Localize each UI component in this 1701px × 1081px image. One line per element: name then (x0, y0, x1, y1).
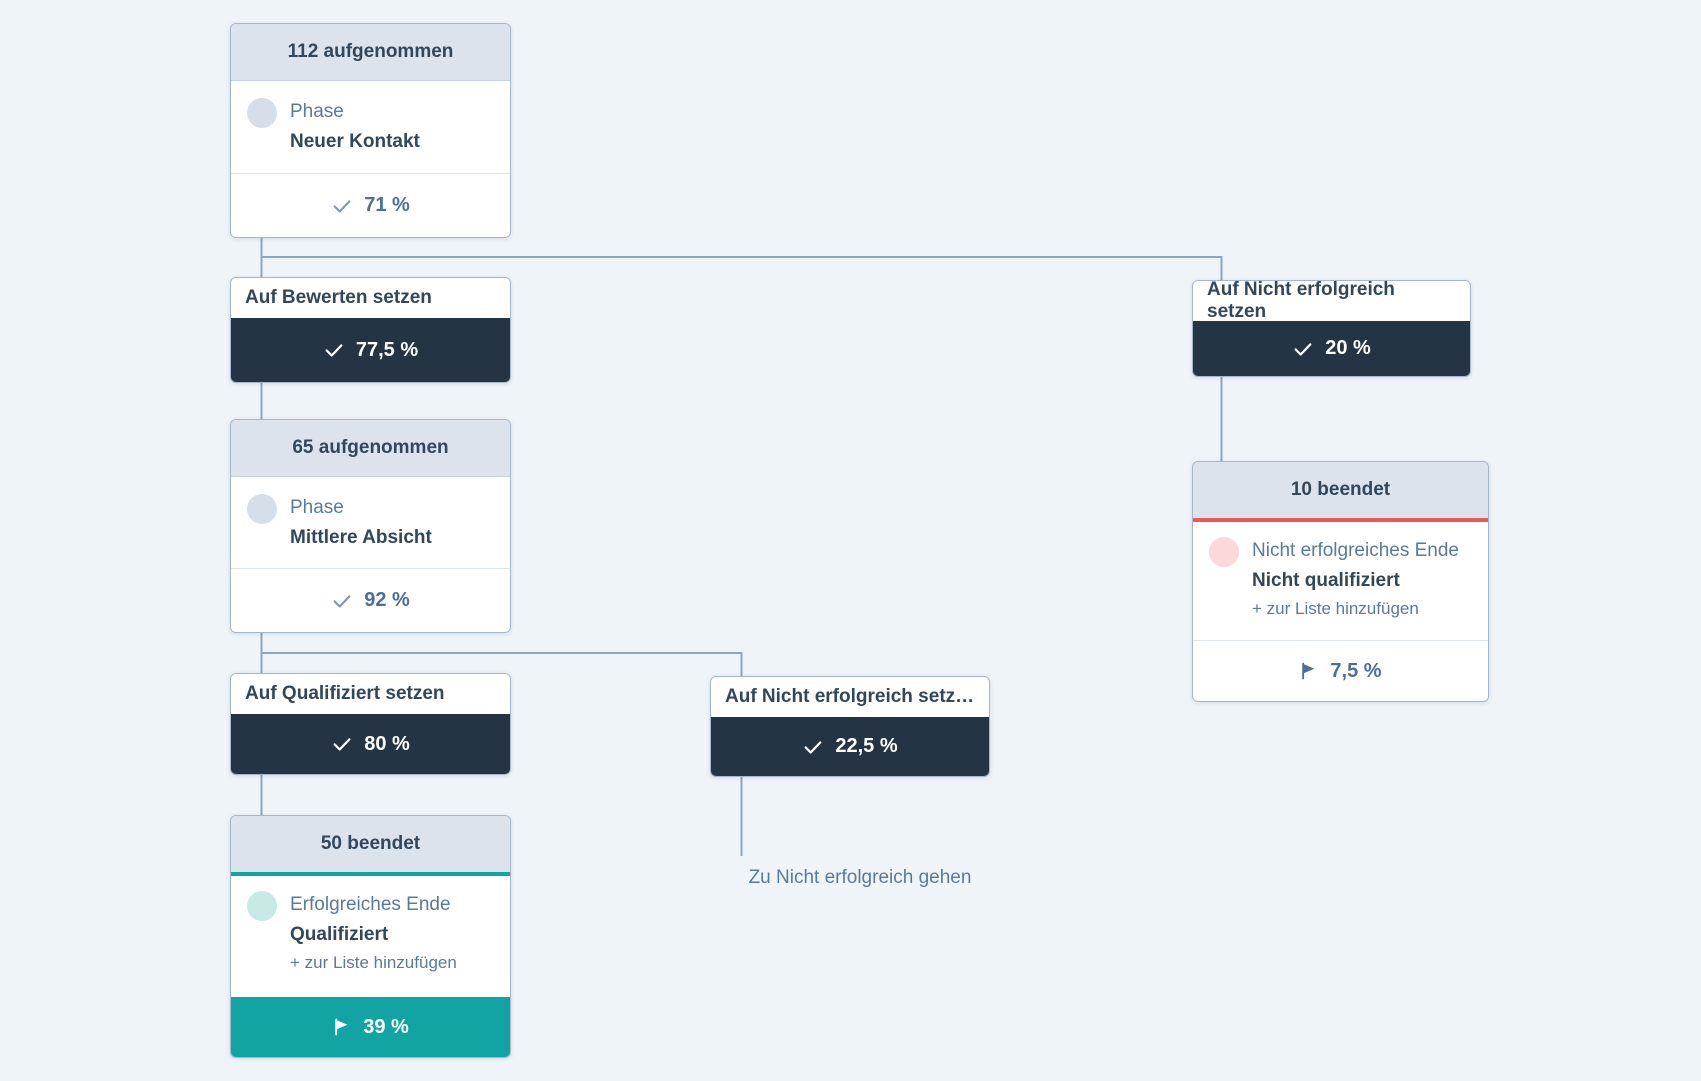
stat-value: 22,5 % (835, 735, 898, 757)
conversion-footer: 20 % (1193, 321, 1470, 376)
action-card-qualifiziert[interactable]: Auf Qualifiziert setzen 80 % (230, 673, 511, 775)
conversion-footer: 80 % (231, 714, 510, 774)
node-type-label: Phase (290, 101, 344, 122)
conversion-footer: 71 % (231, 173, 510, 237)
ended-count-header: 10 beendet (1193, 462, 1488, 522)
end-card-nicht-qualifiziert[interactable]: 10 beendet Nicht erfolgreiches Ende Nich… (1192, 461, 1489, 702)
action-card-bewerten[interactable]: Auf Bewerten setzen 77,5 % (230, 277, 511, 383)
stat-value: 80 % (364, 732, 410, 755)
end-card-body: Erfolgreiches Ende Qualifiziert + zur Li… (231, 876, 510, 997)
check-icon (1292, 338, 1314, 360)
success-dot-icon (247, 891, 277, 921)
stage-card-neuer-kontakt[interactable]: 112 aufgenommen Phase Neuer Kontakt 71 % (230, 23, 511, 238)
stage-card-mittlere-absicht[interactable]: 65 aufgenommen Phase Mittlere Absicht 92… (230, 419, 511, 633)
stat-value: 77,5 % (355, 338, 419, 361)
conversion-footer: 22,5 % (711, 717, 989, 776)
check-icon (331, 195, 353, 217)
add-to-list-link[interactable]: + zur Liste hinzufügen (1252, 599, 1419, 618)
stat-value: 20 % (1325, 337, 1371, 359)
end-card-body: Nicht erfolgreiches Ende Nicht qualifizi… (1193, 522, 1488, 640)
node-name: Mittlere Absicht (290, 527, 432, 548)
enrolled-count-header: 65 aufgenommen (231, 420, 510, 477)
fail-dot-icon (1209, 537, 1239, 567)
stat-value: 7,5 % (1330, 659, 1382, 682)
goal-rate-footer: 7,5 % (1193, 640, 1488, 701)
stat-value: 92 % (364, 589, 410, 611)
conversion-footer: 92 % (231, 568, 510, 632)
action-label: Auf Bewerten setzen (231, 278, 510, 318)
check-icon (802, 736, 824, 758)
stat-value: 39 % (363, 1015, 409, 1038)
action-card-nicht-erfolgreich-right[interactable]: Auf Nicht erfolgreich setzen 20 % (1192, 280, 1471, 377)
action-label: Auf Qualifiziert setzen (231, 674, 510, 714)
stage-card-body: Phase Mittlere Absicht (231, 477, 510, 568)
stat-value: 71 % (364, 194, 410, 216)
node-name: Nicht qualifiziert (1252, 570, 1400, 591)
conversion-footer: 77,5 % (231, 318, 510, 382)
action-card-nicht-erfolgreich-middle[interactable]: Auf Nicht erfolgreich setz… 22,5 % (710, 676, 990, 777)
phase-dot-icon (247, 494, 277, 524)
node-name: Qualifiziert (290, 924, 389, 945)
flag-icon (1299, 661, 1319, 681)
goal-rate-footer: 39 % (231, 997, 510, 1057)
check-icon (323, 339, 345, 361)
add-to-list-link[interactable]: + zur Liste hinzufügen (290, 953, 457, 972)
action-label: Auf Nicht erfolgreich setzen (1193, 281, 1470, 322)
node-type-label: Nicht erfolgreiches Ende (1252, 540, 1459, 561)
enrolled-count-header: 112 aufgenommen (231, 24, 510, 81)
phase-dot-icon (247, 98, 277, 128)
goto-branch-label: Zu Nicht erfolgreich gehen (748, 867, 972, 888)
check-icon (331, 733, 353, 755)
check-icon (331, 590, 353, 612)
node-name: Neuer Kontakt (290, 131, 420, 152)
node-type-label: Erfolgreiches Ende (290, 894, 451, 915)
flag-icon (332, 1017, 352, 1037)
ended-count-header: 50 beendet (231, 816, 510, 876)
action-label: Auf Nicht erfolgreich setz… (711, 677, 989, 717)
node-type-label: Phase (290, 497, 344, 518)
stage-card-body: Phase Neuer Kontakt (231, 81, 510, 173)
end-card-qualifiziert[interactable]: 50 beendet Erfolgreiches Ende Qualifizie… (230, 815, 511, 1058)
